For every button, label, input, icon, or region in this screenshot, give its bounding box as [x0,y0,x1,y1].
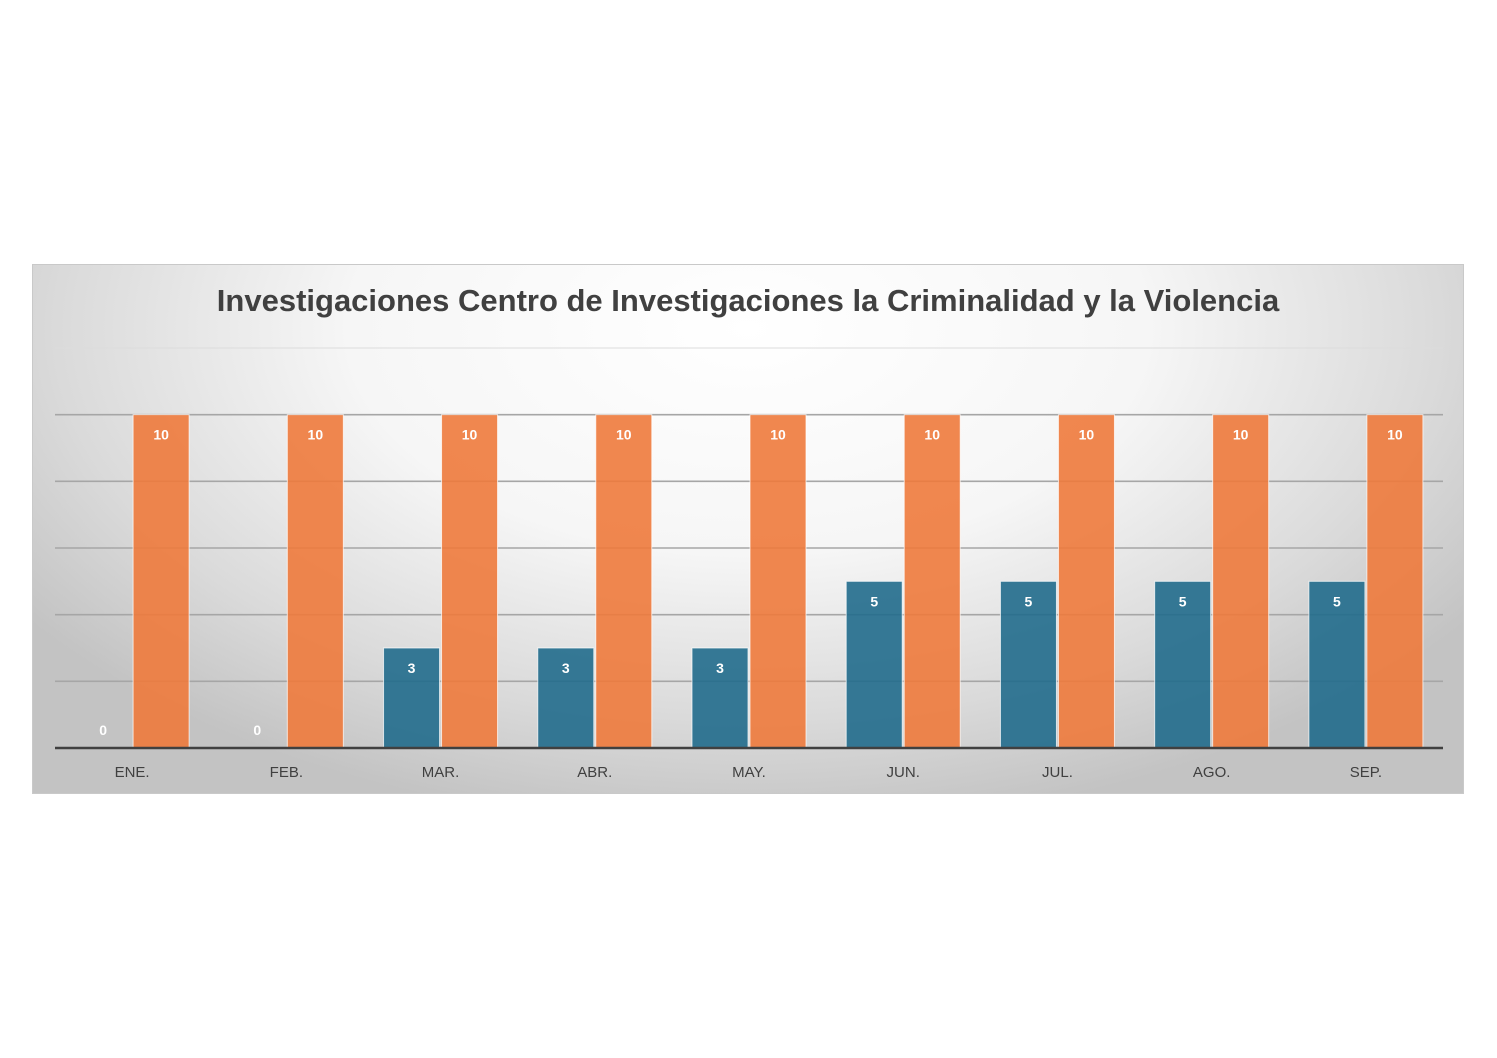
bar [1057,414,1115,749]
x-tick-label: SEP. [1350,764,1382,781]
bar [1154,580,1212,749]
bar [595,414,653,749]
data-label: 10 [770,427,786,443]
data-label: 3 [716,660,724,676]
data-label: 10 [308,427,324,443]
x-tick-label: MAR. [422,764,460,781]
data-label: 10 [924,427,940,443]
data-label: 5 [1333,593,1341,609]
data-label: 0 [99,722,107,738]
data-labels: 0 10 0 10 3 10 3 10 3 10 5 10 5 10 5 10 5 10 [99,427,1403,738]
gridlines [55,347,1443,683]
bar [383,647,441,749]
data-label: 10 [1387,427,1403,443]
bar [903,414,961,749]
x-tick-label: AGO. [1193,764,1231,781]
x-tick-label: ABR. [577,764,612,781]
data-label: 5 [870,593,878,609]
bar [441,414,499,749]
data-label: 10 [1079,427,1095,443]
x-tick-label: MAY. [732,764,766,781]
data-label: 3 [562,660,570,676]
data-label: 3 [408,660,416,676]
x-tick-label: JUN. [887,764,920,781]
bar [132,414,190,749]
x-tick-label: ENE. [115,764,150,781]
data-label: 0 [253,722,261,738]
data-label: 10 [1233,427,1249,443]
bar [1308,580,1366,749]
bars [132,414,1424,749]
chart-frame: Investigaciones Centro de Investigacione… [32,264,1464,794]
chart-title: Investigaciones Centro de Investigacione… [216,283,1280,318]
data-label: 10 [616,427,632,443]
bar [286,414,344,749]
x-tick-label: FEB. [270,764,303,781]
bar [749,414,807,749]
data-label: 5 [1179,593,1187,609]
plot-area: 0 10 0 10 3 10 3 10 3 10 5 10 5 10 5 10 5 10 ENE. FEB. MAR.… [55,347,1443,781]
x-tick-labels: ENE. FEB. MAR. ABR. MAY. JUN. JUL. AGO. SEP. [115,764,1382,781]
data-label: 10 [153,427,169,443]
data-label: 10 [462,427,478,443]
data-label: 5 [1025,593,1033,609]
x-tick-label: JUL. [1042,764,1073,781]
bar [1212,414,1270,749]
bar [1366,414,1424,749]
